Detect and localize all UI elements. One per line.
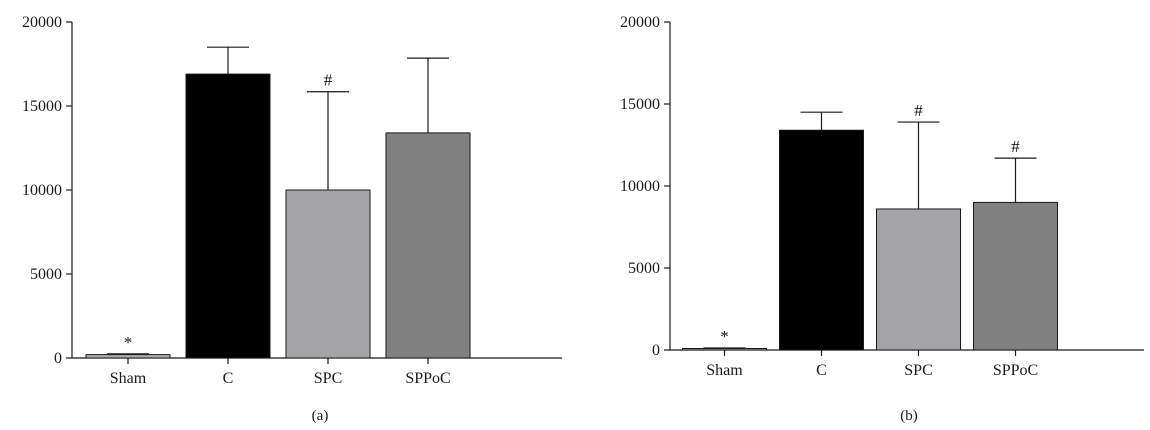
x-tick-label: SPC [314, 370, 342, 387]
y-tick-label: 0 [54, 350, 62, 367]
bar-spc [285, 189, 371, 359]
y-tick-label: 20000 [22, 14, 62, 31]
y-tick-label: 10000 [620, 178, 660, 195]
significance-marker: * [720, 327, 729, 346]
significance-marker: # [914, 101, 923, 120]
y-tick-label: 15000 [22, 98, 62, 115]
y-tick-label: 5000 [30, 266, 62, 283]
panel-label: (a) [312, 408, 329, 424]
x-tick-label: Sham [110, 370, 147, 387]
y-tick-label: 20000 [620, 14, 660, 31]
bar-sham [682, 348, 767, 351]
bar-c [185, 73, 271, 359]
y-tick-label: 5000 [628, 260, 660, 277]
x-tick-label: SPPoC [405, 370, 450, 387]
bar-sham [85, 354, 171, 359]
x-tick-label: C [223, 370, 234, 387]
significance-marker: * [124, 333, 133, 352]
y-tick-label: 15000 [620, 96, 660, 113]
bar-spc [876, 208, 961, 351]
y-tick-label: 10000 [22, 182, 62, 199]
chart-panel-b: 0 5000 10000 15000 20000 Sham * C SPC # SPPoC # (b) [620, 14, 1144, 424]
bar-sppoc [973, 201, 1058, 351]
x-tick-label: C [816, 362, 827, 379]
x-tick-label: SPC [904, 362, 932, 379]
significance-marker: # [1011, 137, 1020, 156]
x-tick-label: SPPoC [993, 362, 1038, 379]
bar-c [779, 129, 864, 351]
bar-sppoc [385, 132, 471, 359]
x-tick-label: Sham [706, 362, 743, 379]
chart-panel-a: 0 5000 10000 15000 20000 Sham * C SPC # SPPoC (a) [22, 14, 562, 424]
panel-label: (b) [900, 408, 918, 424]
significance-marker: # [324, 71, 333, 90]
y-tick-label: 0 [652, 342, 660, 359]
